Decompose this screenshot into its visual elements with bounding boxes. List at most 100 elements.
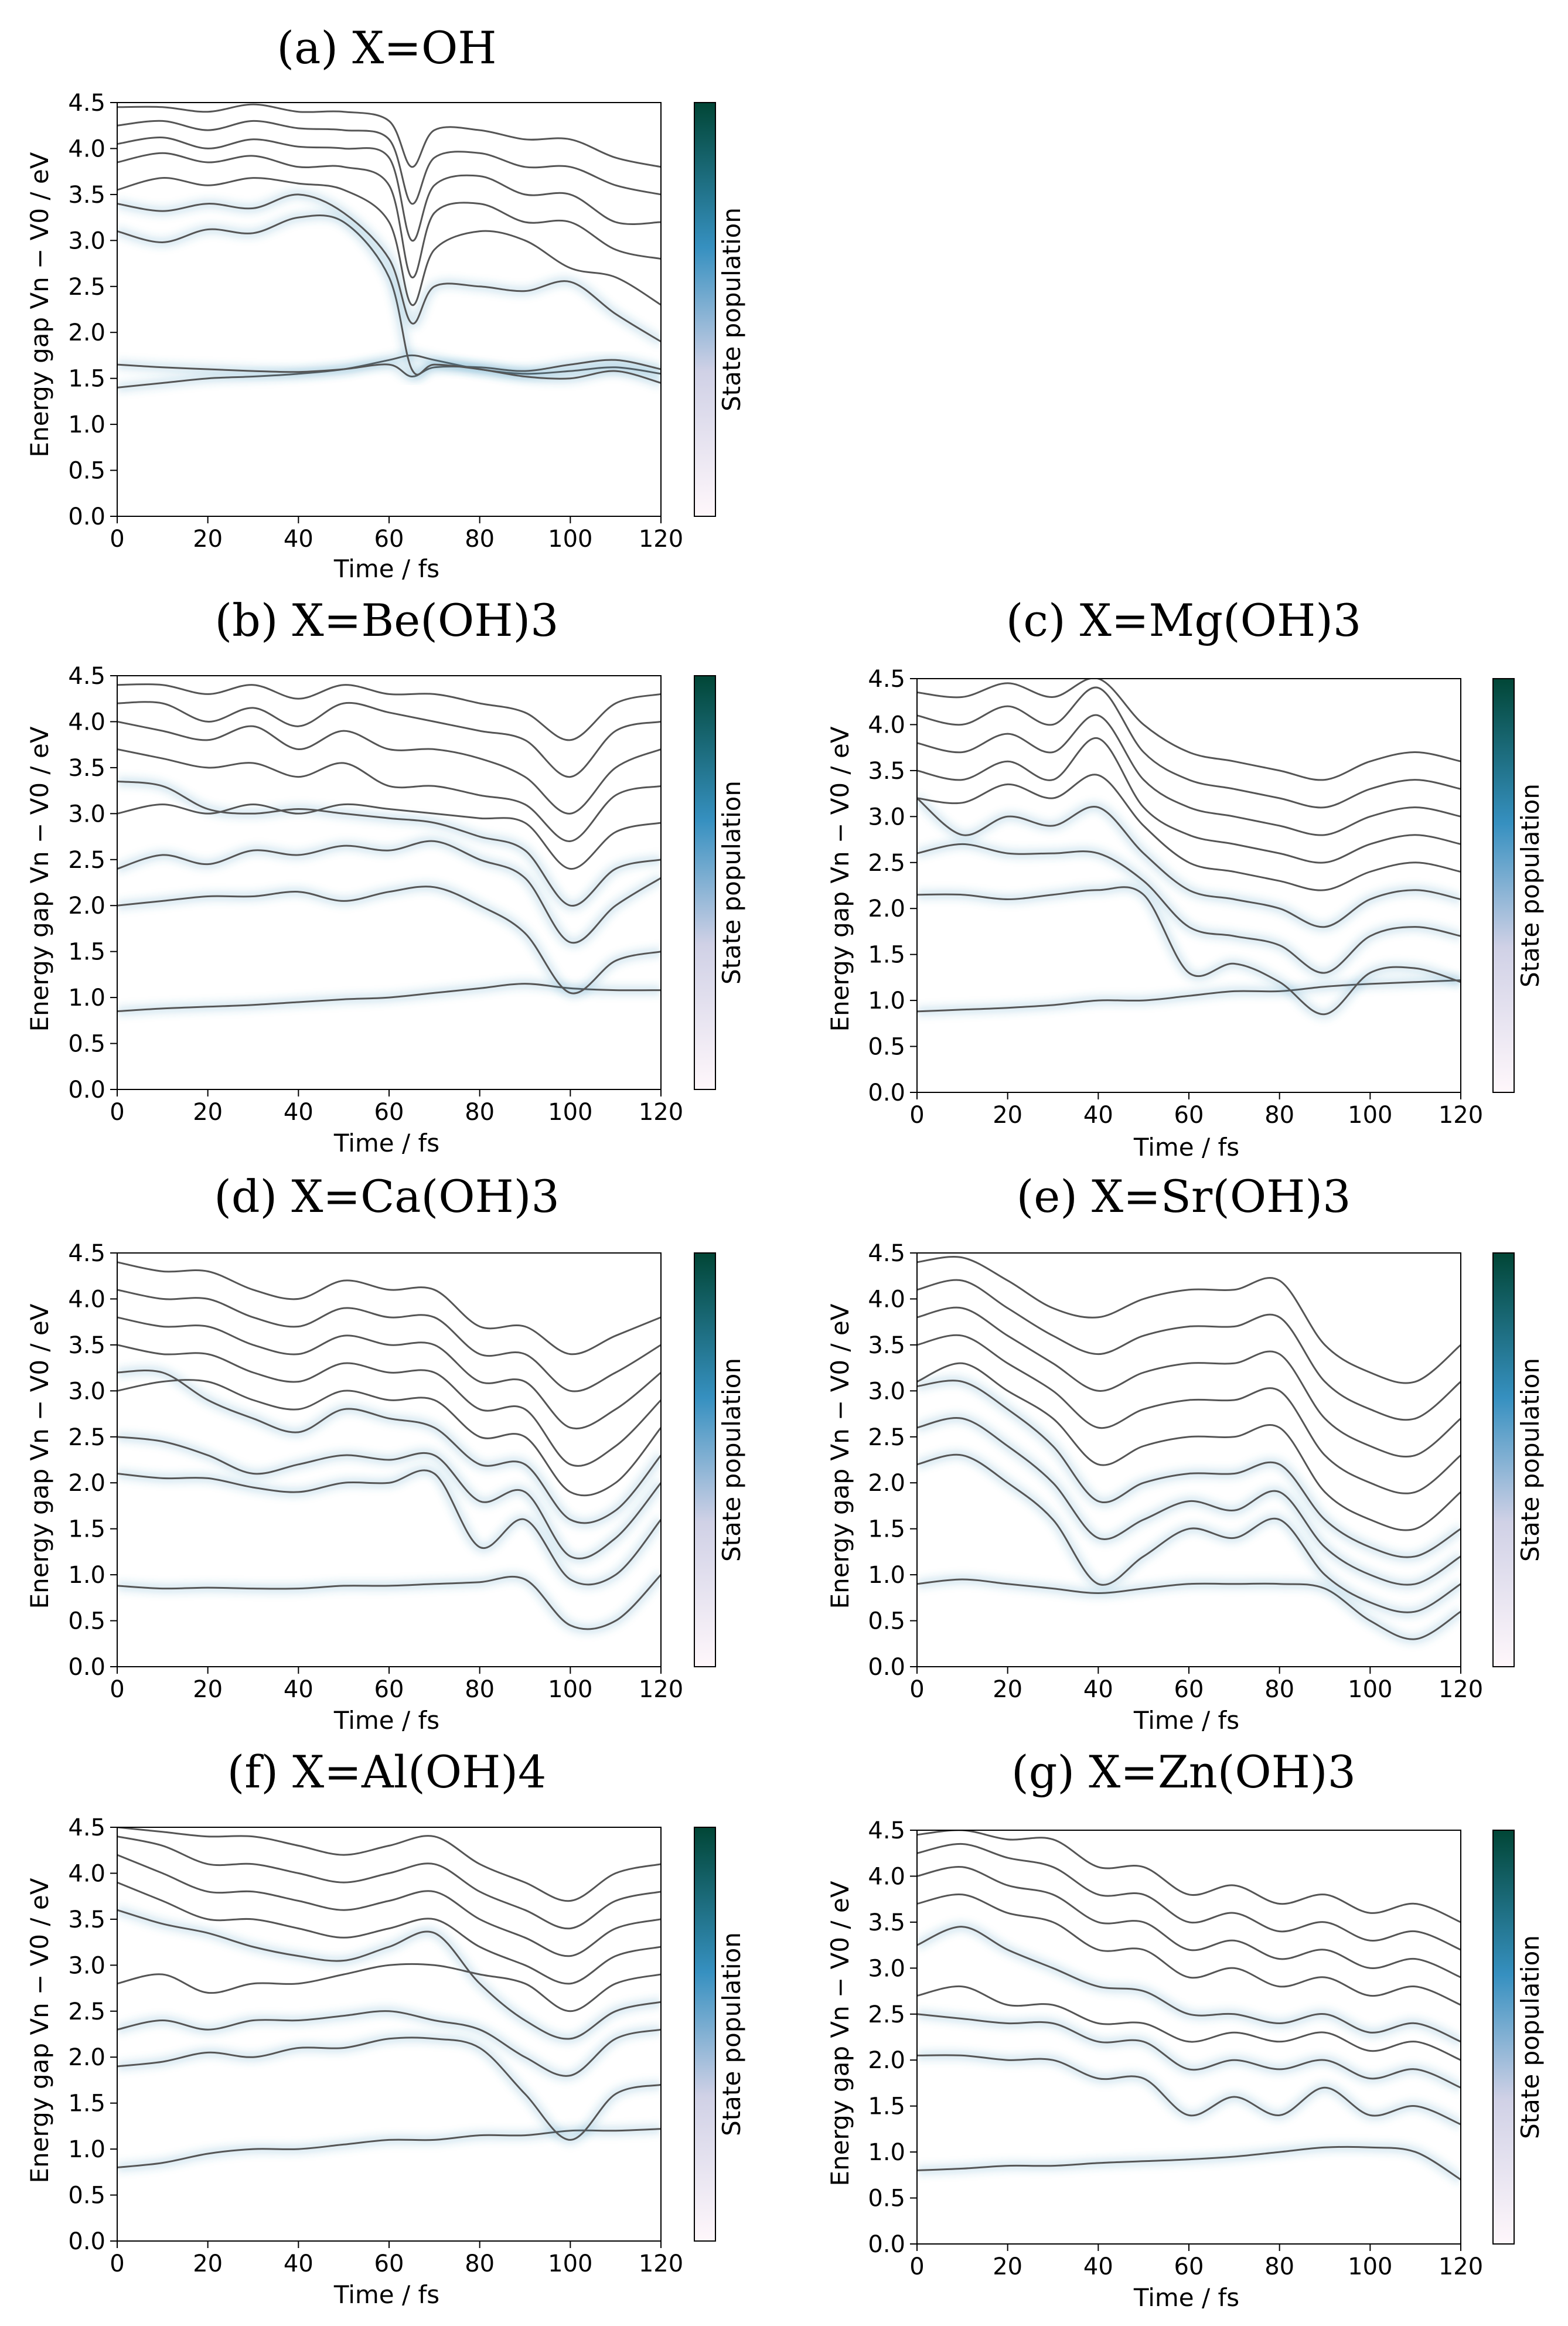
y-tick-label: 4.0 xyxy=(68,135,105,162)
y-tick-label: 0.0 xyxy=(868,2231,905,2258)
y-tick-label: 2.0 xyxy=(68,1470,105,1497)
x-tick-label: 60 xyxy=(1174,2253,1204,2280)
y-tick-label: 2.5 xyxy=(68,847,105,874)
x-tick-label: 40 xyxy=(284,2250,313,2277)
state-line-s7 xyxy=(917,714,1461,836)
colorbar-label: State population xyxy=(1516,784,1545,987)
state-line-s2 xyxy=(917,2054,1461,2126)
y-tick-label: 2.0 xyxy=(68,2044,105,2071)
state-line-s1 xyxy=(117,354,661,389)
y-tick-label: 4.5 xyxy=(868,666,905,693)
x-tick-label: 80 xyxy=(1264,1102,1294,1129)
y-tick-label: 4.5 xyxy=(868,1240,905,1267)
state-line-s4 xyxy=(117,1909,661,2040)
panel-title: (c) X=Mg(OH)3 xyxy=(1006,594,1362,646)
y-tick-label: 0.0 xyxy=(68,503,105,530)
state-line-s7 xyxy=(917,1306,1461,1458)
plot-area: 0 20 40 60 80 100 120 0.0 0.5 1.0 1.5 2.0 2.5 3.0 3.5 4… xyxy=(68,90,683,553)
x-tick-label: 40 xyxy=(284,526,313,553)
y-tick-label: 4.0 xyxy=(868,1863,905,1890)
panel-title: (f) X=Al(OH)4 xyxy=(227,1746,547,1798)
state-line-s1 xyxy=(917,979,1461,1013)
x-tick-label: 20 xyxy=(193,1099,223,1126)
state-line-s3 xyxy=(117,2010,661,2077)
panel-b: (b) X=Be(OH)3 0 20 40 60 80 100 120 0.0 0.5 1.0 1.… xyxy=(25,594,746,1157)
colorbar xyxy=(694,675,716,1090)
state-line-s8 xyxy=(117,1289,661,1392)
y-tick-label: 2.0 xyxy=(68,319,105,346)
y-tick-label: 1.0 xyxy=(68,2136,105,2163)
plot-background xyxy=(117,676,661,1089)
state-line-s2 xyxy=(117,359,661,377)
y-tick-label: 4.5 xyxy=(68,90,105,117)
x-tick-label: 100 xyxy=(548,1099,592,1126)
y-tick-label: 4.5 xyxy=(68,1814,105,1841)
x-tick-label: 0 xyxy=(909,1676,924,1703)
y-tick-label: 0.5 xyxy=(868,2185,905,2212)
state-line-s9 xyxy=(117,683,661,741)
state-line-s2 xyxy=(117,886,661,995)
y-tick-label: 0.0 xyxy=(68,1654,105,1681)
panel-title: (g) X=Zn(OH)3 xyxy=(1011,1746,1356,1798)
y-axis-label: Energy gap Vn − V0 / eV xyxy=(25,726,54,1031)
state-line-s6 xyxy=(117,1881,661,1985)
state-line-s6 xyxy=(117,748,661,842)
y-tick-label: 4.5 xyxy=(68,663,105,690)
x-tick-label: 20 xyxy=(993,1102,1022,1129)
state-line-s1 xyxy=(917,1578,1461,1640)
x-tick-label: 20 xyxy=(193,2250,223,2277)
panel-c: (c) X=Mg(OH)3 0 20 40 60 80 100 120 0.0 0.5 1.0 1.… xyxy=(826,594,1545,1162)
panel-title: (d) X=Ca(OH)3 xyxy=(214,1170,560,1222)
state-line-s1 xyxy=(117,2128,661,2168)
x-tick-label: 100 xyxy=(548,2250,592,2277)
state-line-s9 xyxy=(117,103,661,168)
y-tick-label: 1.5 xyxy=(68,2090,105,2117)
y-tick-label: 0.0 xyxy=(68,1077,105,1104)
plot-background xyxy=(117,103,661,516)
x-tick-label: 60 xyxy=(374,1676,404,1703)
y-tick-label: 4.0 xyxy=(868,1286,905,1313)
x-tick-label: 120 xyxy=(639,526,683,553)
state-line-s6 xyxy=(917,737,1461,864)
y-tick-label: 1.5 xyxy=(68,366,105,393)
state-line-s3 xyxy=(117,840,661,944)
y-tick-label: 4.0 xyxy=(868,711,905,738)
state-line-s8 xyxy=(117,1835,661,1930)
x-tick-label: 80 xyxy=(465,2250,495,2277)
state-line-s5 xyxy=(917,1985,1461,2061)
x-tick-label: 20 xyxy=(193,1676,223,1703)
colorbar xyxy=(1492,1830,1515,2245)
x-tick-label: 60 xyxy=(374,2250,404,2277)
y-tick-label: 2.5 xyxy=(868,850,905,877)
y-tick-label: 0.5 xyxy=(868,1034,905,1061)
x-tick-label: 100 xyxy=(548,1676,592,1703)
state-line-s9 xyxy=(917,1830,1461,1923)
state-line-s6 xyxy=(917,1894,1461,2006)
y-tick-label: 1.0 xyxy=(868,1562,905,1589)
y-tick-label: 3.0 xyxy=(868,803,905,830)
y-tick-label: 1.5 xyxy=(868,2093,905,2120)
state-line-s2 xyxy=(917,886,1461,1016)
y-tick-label: 3.0 xyxy=(68,801,105,827)
y-tick-label: 0.0 xyxy=(868,1079,905,1106)
y-tick-label: 1.0 xyxy=(68,1562,105,1589)
colorbar xyxy=(1492,678,1515,1093)
y-tick-label: 1.0 xyxy=(68,411,105,438)
y-tick-label: 4.0 xyxy=(68,709,105,735)
colorbar-label: State population xyxy=(717,1932,746,2136)
state-line-s3 xyxy=(917,1417,1461,1586)
colorbar xyxy=(694,102,716,517)
x-tick-label: 60 xyxy=(1174,1102,1204,1129)
state-line-s7 xyxy=(117,1316,661,1430)
x-tick-label: 40 xyxy=(284,1099,313,1126)
y-tick-label: 0.5 xyxy=(68,2182,105,2209)
state-line-s5 xyxy=(117,803,661,870)
x-tick-label: 120 xyxy=(639,1099,683,1126)
x-tick-label: 80 xyxy=(465,1676,495,1703)
state-line-s4 xyxy=(117,780,661,907)
colorbar xyxy=(694,1827,716,2242)
x-tick-label: 40 xyxy=(1083,1102,1113,1129)
state-line-s8 xyxy=(917,1843,1461,1951)
x-tick-label: 0 xyxy=(110,1099,124,1126)
y-tick-label: 2.5 xyxy=(68,1424,105,1451)
